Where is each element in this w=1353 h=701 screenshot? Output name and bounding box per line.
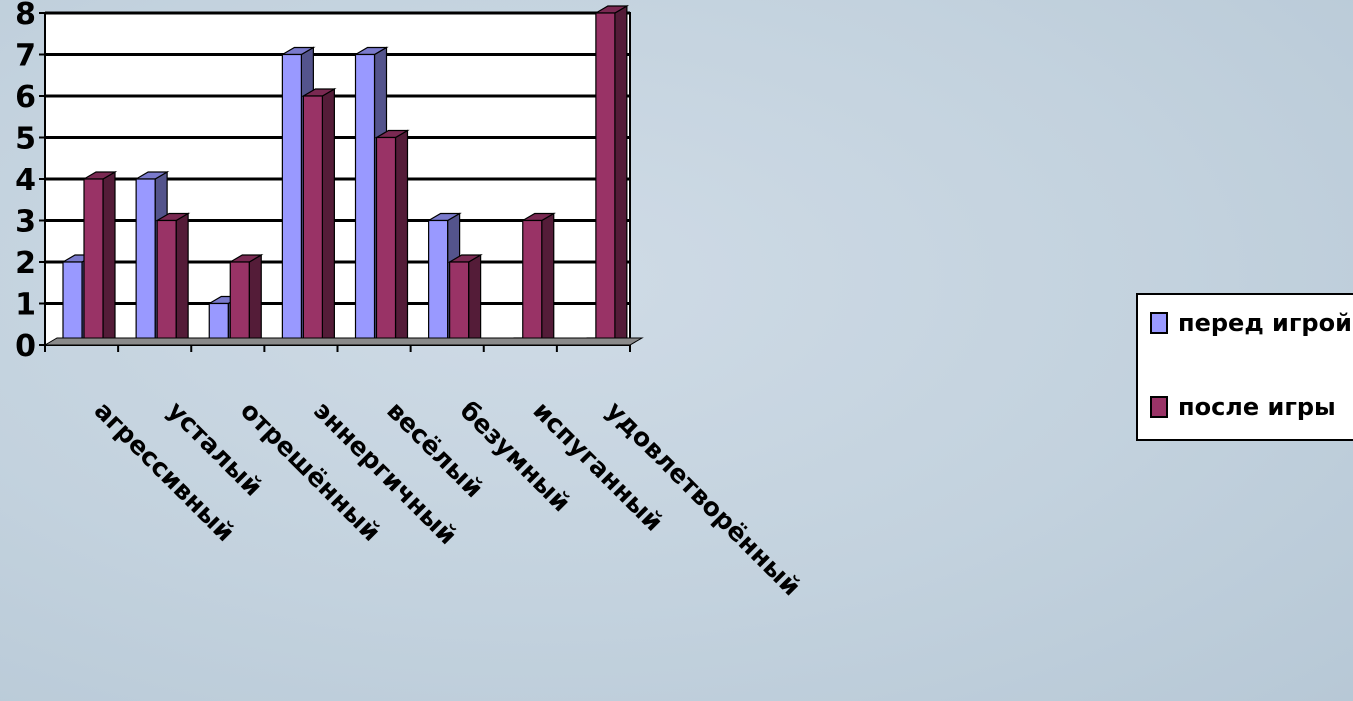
bar-side — [468, 253, 482, 347]
bar-after-3 — [301, 87, 337, 347]
y-tick-label-2: 2 — [15, 246, 36, 281]
plot-floor — [43, 337, 644, 346]
legend-swatch-before — [1150, 312, 1168, 334]
bar-after-5 — [447, 253, 483, 347]
bar-side — [248, 253, 262, 347]
legend: перед игрой после игры — [1136, 293, 1353, 441]
legend-swatch-after — [1150, 396, 1168, 418]
y-tick-labels: 0 1 2 3 4 5 6 7 8 — [15, 0, 36, 364]
bar-after-6 — [520, 212, 556, 347]
bar-front — [62, 261, 83, 346]
y-tick-label-6: 6 — [15, 80, 36, 115]
bar-after-1 — [154, 212, 191, 347]
y-tick-label-8: 8 — [15, 0, 36, 32]
bar-front — [229, 261, 250, 346]
bar-front — [302, 95, 323, 346]
bar-side — [541, 212, 555, 347]
bar-side — [321, 87, 335, 347]
y-tick-label-3: 3 — [15, 205, 36, 240]
bar-front — [449, 261, 470, 346]
bar-front — [135, 178, 156, 346]
bar-side — [394, 129, 409, 347]
y-tick-label-5: 5 — [15, 122, 36, 157]
bar-after-2 — [228, 253, 264, 347]
legend-item-before: перед игрой — [1150, 309, 1352, 337]
bar-front — [354, 53, 376, 346]
bar-front — [281, 53, 302, 346]
y-tick-label-4: 4 — [15, 163, 36, 198]
legend-label-before: перед игрой — [1178, 309, 1352, 337]
bar-after-4 — [374, 129, 410, 347]
bar-front — [375, 136, 397, 346]
bar-side — [175, 212, 189, 347]
bars — [60, 4, 630, 347]
bar-front — [595, 12, 616, 346]
axes — [39, 12, 644, 352]
y-tick-label-1: 1 — [15, 288, 36, 323]
y-tick-label-7: 7 — [15, 39, 36, 74]
category-label-6: испуганный — [528, 396, 669, 537]
bar-after-0 — [81, 170, 118, 347]
bar-front — [428, 219, 449, 346]
legend-label-after: после игры — [1178, 393, 1336, 421]
bar-side — [102, 170, 116, 347]
bar-after-7 — [593, 4, 630, 347]
y-tick-label-0: 0 — [15, 329, 36, 364]
legend-item-after: после игры — [1150, 393, 1336, 421]
category-labels: агрессивныйусталыйотрешённыйэннергичныйв… — [89, 396, 806, 602]
bar-front — [83, 178, 104, 346]
bar-side — [614, 4, 628, 347]
bar-front — [156, 219, 177, 346]
bar-front — [522, 219, 543, 346]
